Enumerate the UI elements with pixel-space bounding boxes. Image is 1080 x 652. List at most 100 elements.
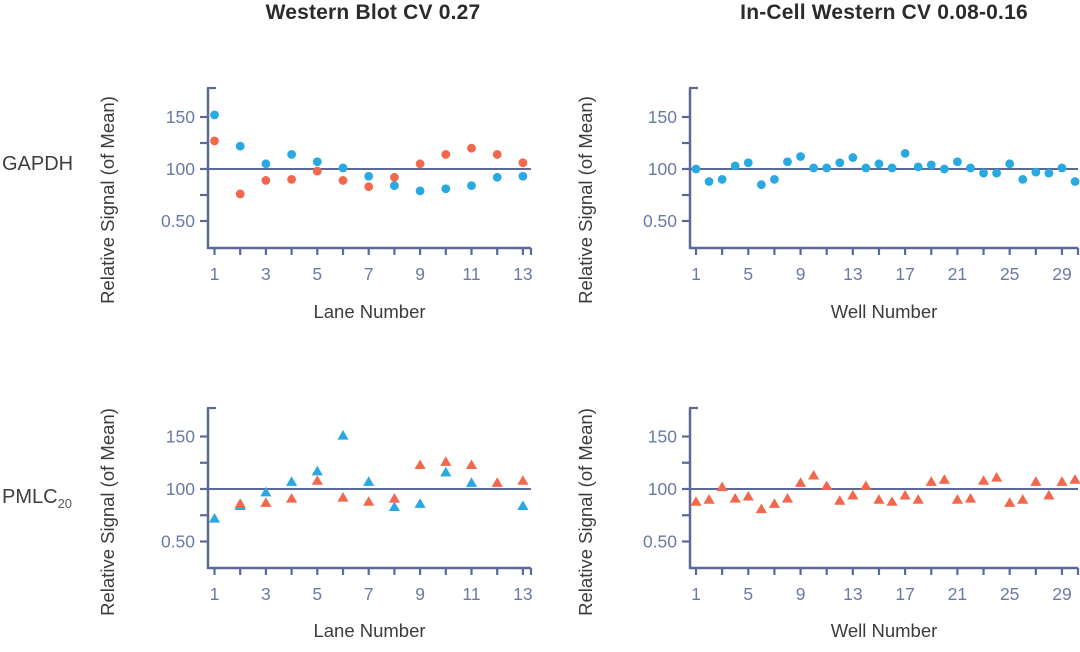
data-point: [796, 152, 805, 161]
x-tick-label: 21: [948, 264, 967, 284]
data-point: [1031, 167, 1041, 177]
x-tick-label: 17: [895, 264, 914, 284]
data-point: [860, 480, 872, 491]
data-point: [235, 141, 245, 151]
y-axis-label: Relative Signal (of Mean): [575, 408, 596, 616]
data-point: [899, 489, 911, 500]
x-tick-label: 25: [1000, 264, 1019, 284]
x-axis-label: Well Number: [831, 620, 938, 641]
y-tick-label: 100: [648, 479, 677, 499]
data-point: [925, 476, 937, 486]
y-tick-label: 150: [166, 107, 195, 127]
row-label-gapdh-text: GAPDH: [2, 153, 74, 175]
chart-pmlc20-in-cell-western: 150 100 0.50 1 5 9 13 17 21 25 29 Well Number Relati…: [575, 406, 1080, 641]
data-point: [768, 498, 781, 508]
y-tick-label: 0.50: [161, 532, 195, 552]
x-tick-label: 11: [462, 264, 480, 284]
x-tick-label: 21: [948, 584, 967, 604]
data-point: [441, 184, 451, 194]
data-point: [886, 496, 898, 506]
data-point: [312, 166, 322, 176]
data-point: [742, 490, 754, 501]
data-point: [234, 498, 246, 508]
x-tick-label: 13: [513, 264, 532, 284]
data-point: [492, 172, 502, 182]
data-point: [1004, 497, 1016, 507]
data-point: [415, 186, 425, 196]
x-axis-label: Lane Number: [313, 620, 425, 641]
data-point: [717, 175, 727, 184]
data-point: [912, 494, 924, 504]
x-tick-label: 7: [364, 584, 374, 604]
x-tick-label: 7: [364, 264, 374, 284]
data-point: [1057, 163, 1067, 173]
data-point: [966, 163, 975, 173]
y-tick-label: 0.50: [643, 532, 677, 552]
data-point: [783, 157, 792, 167]
data-point: [691, 164, 701, 174]
x-tick-label: 9: [415, 584, 425, 604]
x-tick-label: 11: [462, 584, 480, 604]
column-title-western-blot: Western Blot CV 0.27: [265, 1, 481, 24]
data-point: [287, 175, 296, 184]
data-point: [821, 480, 833, 491]
data-point: [210, 136, 219, 146]
data-point: [847, 489, 859, 500]
data-point: [338, 163, 348, 173]
data-point: [848, 153, 858, 162]
data-point: [834, 495, 846, 505]
data-point: [337, 492, 349, 502]
x-tick-label: 29: [1052, 264, 1071, 284]
data-point: [730, 161, 740, 171]
data-point: [363, 496, 375, 506]
data-point: [953, 157, 962, 167]
chart-gapdh-in-cell-western: 150 100 0.50 1 5 9 13 17 21 25 29 Well Number Relati…: [575, 86, 1080, 322]
x-tick-label: 9: [415, 264, 425, 284]
data-point: [287, 150, 296, 159]
data-point: [415, 159, 425, 169]
x-tick-label: 1: [691, 584, 701, 604]
data-point: [260, 486, 272, 497]
y-tick-label: 100: [648, 159, 677, 179]
data-point: [835, 158, 845, 168]
column-title-in-cell-western: In-Cell Western CV 0.08-0.16: [740, 1, 1028, 24]
data-point: [861, 163, 871, 173]
data-point: [518, 158, 528, 168]
x-tick-label: 1: [210, 584, 220, 604]
row-label-gapdh: GAPDH: [2, 153, 73, 176]
data-point: [926, 160, 936, 170]
y-tick-label: 150: [648, 107, 677, 127]
data-point: [703, 494, 715, 504]
data-point: [900, 149, 910, 158]
data-point: [992, 168, 1002, 178]
data-point: [440, 466, 452, 477]
data-point: [210, 110, 219, 120]
data-point: [808, 469, 820, 480]
x-tick-label: 1: [210, 264, 220, 284]
row-label-pmlc-text: PMLC: [2, 486, 58, 508]
data-point: [873, 494, 885, 504]
data-point: [492, 150, 502, 159]
x-tick-label: 5: [312, 584, 322, 604]
y-tick-label: 0.50: [161, 211, 195, 231]
data-point: [414, 459, 426, 470]
data-point: [1005, 159, 1015, 169]
data-point: [1044, 168, 1054, 178]
data-point: [414, 498, 426, 508]
data-point: [261, 176, 271, 185]
x-tick-label: 13: [843, 584, 862, 604]
y-tick-label: 150: [166, 427, 195, 447]
x-tick-label: 5: [312, 264, 322, 284]
data-point: [441, 150, 451, 159]
data-point: [261, 159, 271, 169]
x-tick-label: 29: [1052, 584, 1071, 604]
x-tick-label: 13: [843, 264, 862, 284]
data-point: [951, 494, 963, 504]
x-tick-label: 9: [796, 584, 806, 604]
data-point: [465, 459, 478, 470]
data-point: [809, 163, 819, 173]
data-point: [743, 158, 753, 168]
